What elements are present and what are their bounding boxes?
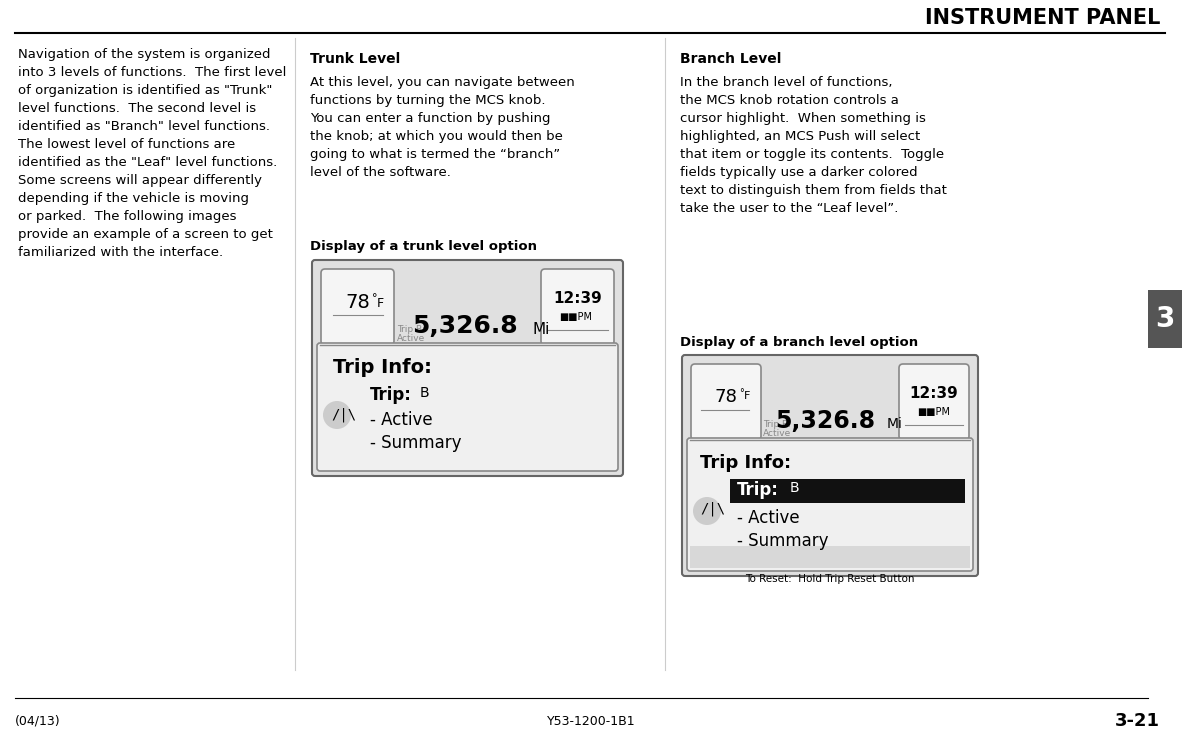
Circle shape	[323, 401, 351, 429]
Text: 12:39: 12:39	[910, 386, 959, 401]
Text: Trip:: Trip:	[738, 481, 779, 499]
Text: Trip:: Trip:	[370, 386, 411, 404]
Text: Mi: Mi	[886, 417, 903, 431]
Text: ■■PM: ■■PM	[559, 312, 592, 322]
Text: F: F	[377, 297, 384, 310]
Text: 78: 78	[715, 388, 738, 406]
Text: INSTRUMENT PANEL: INSTRUMENT PANEL	[924, 8, 1160, 28]
Text: Display of a branch level option: Display of a branch level option	[680, 336, 918, 349]
Text: Y53-1200-1B1: Y53-1200-1B1	[547, 715, 635, 728]
Bar	[1148, 290, 1182, 348]
Bar	[730, 479, 965, 503]
Text: Display of a trunk level option: Display of a trunk level option	[310, 240, 537, 253]
Text: Mi: Mi	[532, 322, 550, 337]
Text: In the branch level of functions,
the MCS knob rotation controls a
cursor highli: In the branch level of functions, the MC…	[680, 76, 947, 215]
Text: 78: 78	[345, 293, 370, 312]
Text: B: B	[790, 481, 800, 495]
Text: To Reset:  Hold Trip Reset Button: To Reset: Hold Trip Reset Button	[745, 574, 915, 584]
Text: Active: Active	[764, 429, 791, 438]
FancyBboxPatch shape	[687, 438, 973, 571]
FancyBboxPatch shape	[317, 343, 618, 471]
Text: /|\: /|\	[700, 502, 725, 517]
Text: - Active: - Active	[738, 509, 800, 527]
FancyBboxPatch shape	[312, 260, 623, 476]
Text: 5,326.8: 5,326.8	[413, 314, 518, 338]
Text: Navigation of the system is organized
into 3 levels of functions.  The first lev: Navigation of the system is organized in…	[18, 48, 286, 259]
FancyBboxPatch shape	[541, 269, 613, 345]
FancyBboxPatch shape	[682, 355, 978, 576]
FancyBboxPatch shape	[900, 364, 969, 440]
Text: Active: Active	[397, 334, 426, 343]
Bar	[690, 546, 970, 568]
Text: Trip Info:: Trip Info:	[333, 358, 431, 377]
Circle shape	[693, 497, 721, 525]
Text: F: F	[743, 391, 751, 401]
Text: Branch Level: Branch Level	[680, 52, 781, 66]
Text: °: °	[372, 293, 377, 303]
FancyBboxPatch shape	[691, 364, 761, 440]
Text: ■■PM: ■■PM	[917, 407, 950, 417]
Text: Trip B:: Trip B:	[764, 420, 791, 429]
Text: 12:39: 12:39	[553, 291, 603, 306]
Text: Trunk Level: Trunk Level	[310, 52, 401, 66]
Text: At this level, you can navigate between
functions by turning the MCS knob.
You c: At this level, you can navigate between …	[310, 76, 574, 179]
Text: - Summary: - Summary	[370, 434, 461, 452]
Text: - Active: - Active	[370, 411, 433, 429]
Text: Trip B:: Trip B:	[397, 325, 426, 334]
FancyBboxPatch shape	[322, 269, 394, 345]
Text: 3: 3	[1155, 305, 1175, 333]
Text: /|\: /|\	[331, 407, 356, 422]
Text: B: B	[420, 386, 429, 400]
Text: °: °	[739, 388, 743, 398]
Text: 3-21: 3-21	[1115, 712, 1160, 730]
Text: 5,326.8: 5,326.8	[775, 409, 875, 433]
Text: Trip Info:: Trip Info:	[700, 454, 791, 472]
Text: (04/13): (04/13)	[15, 715, 60, 728]
Text: - Summary: - Summary	[738, 532, 829, 550]
